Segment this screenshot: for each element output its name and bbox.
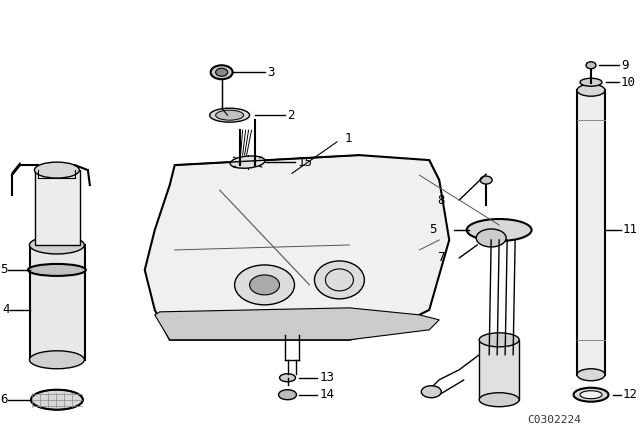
Text: 7: 7 [437, 251, 445, 264]
Bar [35, 170, 80, 245]
Text: 10: 10 [621, 76, 636, 89]
Ellipse shape [280, 374, 296, 382]
Ellipse shape [480, 176, 492, 184]
Ellipse shape [421, 386, 441, 398]
Bar [577, 90, 605, 375]
Ellipse shape [230, 156, 265, 168]
Polygon shape [155, 308, 439, 340]
Ellipse shape [577, 369, 605, 381]
Ellipse shape [211, 65, 232, 79]
Text: 1: 1 [344, 132, 352, 145]
Ellipse shape [580, 391, 602, 399]
Text: 8: 8 [437, 194, 445, 207]
Text: 13: 13 [319, 371, 335, 384]
Text: 11: 11 [623, 224, 638, 237]
Ellipse shape [29, 351, 84, 369]
Text: 3: 3 [268, 66, 275, 79]
Ellipse shape [28, 264, 86, 276]
Ellipse shape [235, 265, 294, 305]
Ellipse shape [479, 393, 519, 407]
Ellipse shape [31, 390, 83, 409]
Ellipse shape [314, 261, 364, 299]
Ellipse shape [216, 110, 244, 120]
Ellipse shape [35, 162, 79, 178]
Ellipse shape [586, 62, 596, 69]
Ellipse shape [577, 84, 605, 96]
Ellipse shape [580, 78, 602, 86]
Text: 5: 5 [429, 224, 436, 237]
Text: 14: 14 [319, 388, 335, 401]
Ellipse shape [467, 219, 532, 241]
Text: 6: 6 [0, 393, 8, 406]
Polygon shape [145, 155, 449, 340]
Ellipse shape [573, 388, 609, 402]
Ellipse shape [216, 68, 228, 76]
Ellipse shape [278, 390, 296, 400]
Bar [479, 340, 519, 400]
Text: 9: 9 [621, 59, 628, 72]
Ellipse shape [210, 108, 250, 122]
Text: 5: 5 [0, 263, 8, 276]
Bar [30, 245, 85, 360]
Text: 2: 2 [287, 109, 295, 122]
Ellipse shape [476, 229, 506, 247]
Text: C0302224: C0302224 [527, 415, 581, 425]
Text: 4: 4 [2, 303, 10, 316]
Ellipse shape [479, 333, 519, 347]
Ellipse shape [29, 236, 84, 254]
Text: 12: 12 [623, 388, 638, 401]
Text: 15: 15 [298, 155, 312, 168]
Ellipse shape [250, 275, 280, 295]
